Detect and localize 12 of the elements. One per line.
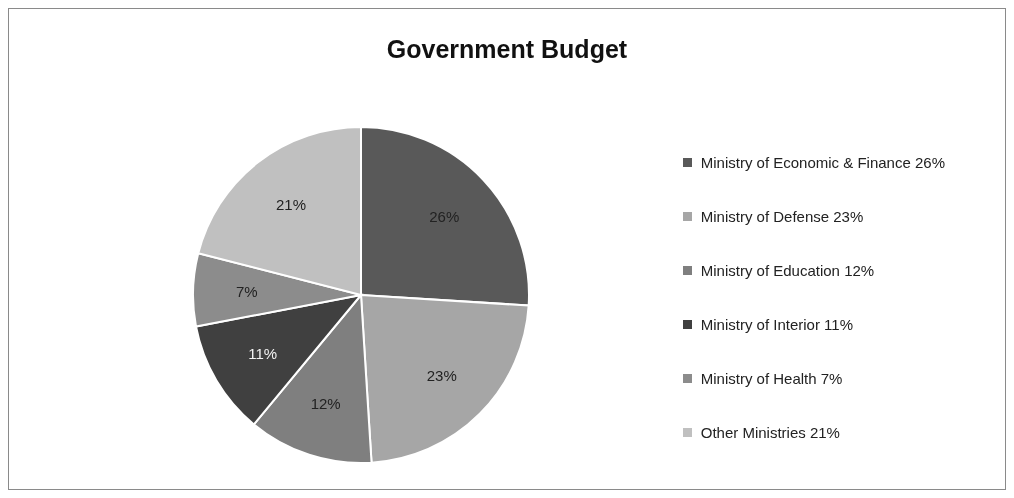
data-label: 11% bbox=[248, 344, 278, 362]
data-label: 21% bbox=[275, 196, 306, 214]
legend-label: Ministry of Interior 11% bbox=[700, 315, 854, 333]
data-label: 7% bbox=[235, 282, 258, 300]
data-label: 12% bbox=[310, 395, 341, 413]
chart-title: Government Budget bbox=[385, 35, 629, 64]
legend-label: Ministry of Defense 23% bbox=[700, 207, 864, 225]
data-label: 23% bbox=[426, 367, 457, 385]
legend-label: Other Ministries 21% bbox=[700, 423, 840, 441]
legend-label: Ministry of Education 12% bbox=[700, 261, 875, 279]
legend-label: Ministry of Economic & Finance 26% bbox=[700, 153, 945, 171]
legend-label: Ministry of Health 7% bbox=[700, 369, 843, 387]
